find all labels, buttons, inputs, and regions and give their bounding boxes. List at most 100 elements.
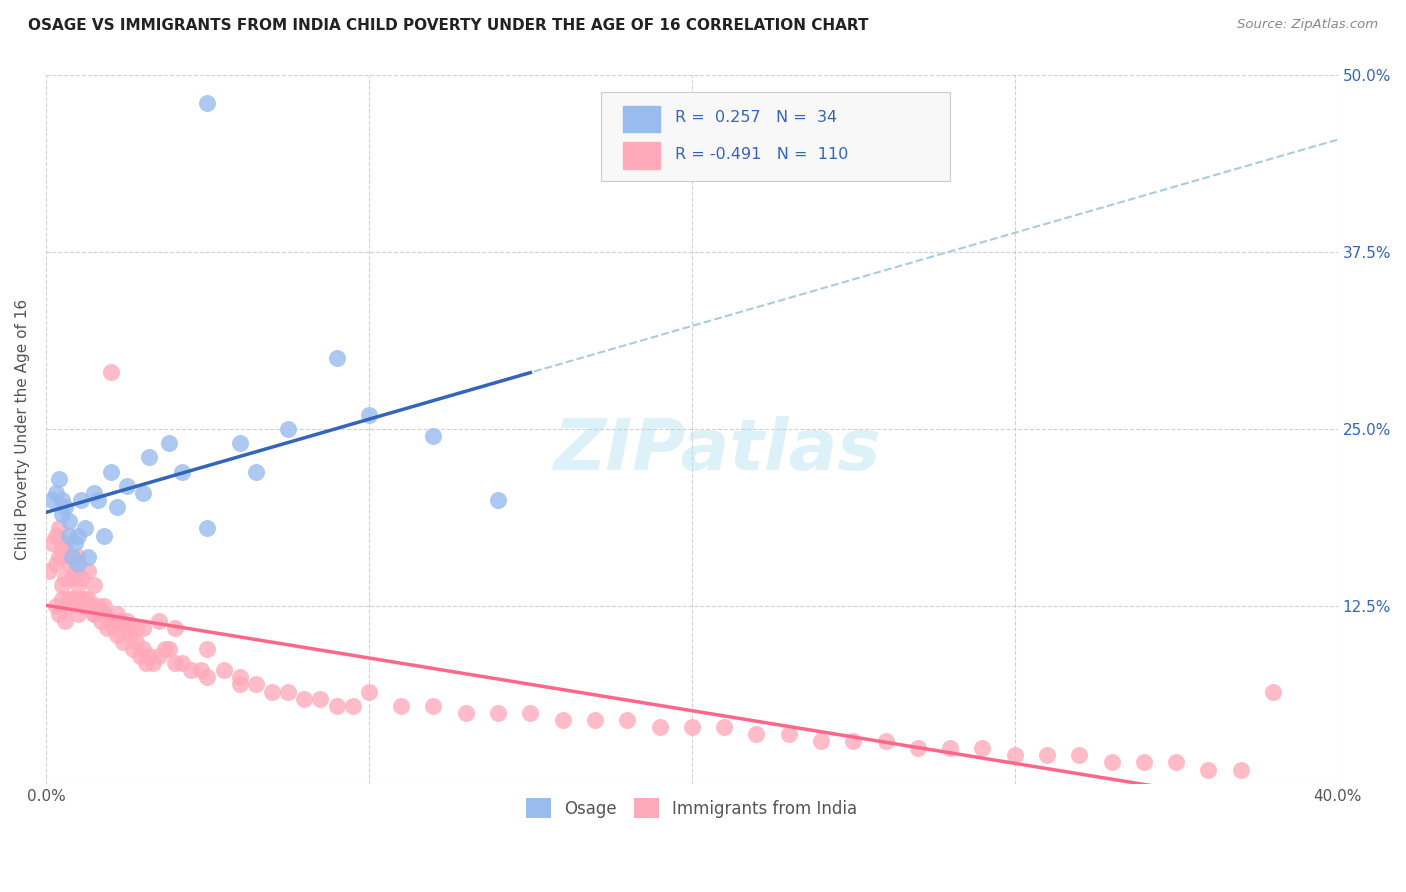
Point: [486, 493, 509, 508]
Point: [53, 535, 76, 549]
Point: [38, 564, 60, 578]
Point: [454, 706, 477, 720]
Point: [389, 698, 412, 713]
Point: [422, 698, 444, 713]
Point: [551, 713, 574, 727]
Point: [45, 486, 67, 500]
Point: [53, 500, 76, 515]
Point: [148, 614, 170, 628]
Point: [73, 521, 96, 535]
Point: [86, 493, 108, 508]
FancyBboxPatch shape: [602, 92, 950, 181]
Point: [180, 663, 202, 677]
Point: [93, 607, 115, 621]
Point: [90, 614, 112, 628]
Point: [67, 578, 90, 592]
Point: [83, 607, 105, 621]
Point: [58, 599, 80, 614]
Point: [713, 720, 735, 734]
Text: ZIPatlas: ZIPatlas: [554, 416, 882, 485]
Point: [583, 713, 606, 727]
Point: [51, 493, 73, 508]
Point: [228, 670, 250, 684]
Point: [155, 642, 177, 657]
Point: [132, 621, 155, 635]
Text: R =  0.257   N =  34: R = 0.257 N = 34: [675, 111, 837, 125]
Point: [1133, 756, 1156, 770]
Point: [197, 521, 219, 535]
Point: [170, 656, 193, 670]
Point: [972, 741, 994, 756]
Point: [112, 635, 135, 649]
Point: [41, 535, 63, 549]
Point: [103, 621, 125, 635]
Point: [58, 528, 80, 542]
Point: [86, 599, 108, 614]
Point: [342, 698, 364, 713]
Point: [93, 599, 115, 614]
Point: [41, 493, 63, 508]
Point: [67, 549, 90, 564]
Point: [1036, 748, 1059, 763]
Point: [648, 720, 671, 734]
Point: [118, 628, 141, 642]
Point: [245, 677, 267, 691]
Point: [125, 635, 148, 649]
Point: [810, 734, 832, 748]
Point: [73, 599, 96, 614]
Point: [907, 741, 929, 756]
Point: [128, 649, 150, 664]
Point: [157, 642, 180, 657]
Point: [67, 557, 90, 571]
Point: [165, 621, 187, 635]
Point: [48, 521, 70, 535]
Point: [1229, 763, 1251, 777]
Point: [77, 592, 100, 607]
Point: [58, 592, 80, 607]
Point: [190, 663, 212, 677]
Point: [48, 549, 70, 564]
Point: [83, 578, 105, 592]
Point: [100, 614, 122, 628]
Point: [63, 535, 86, 549]
Point: [100, 465, 122, 479]
Point: [70, 592, 93, 607]
Point: [745, 727, 768, 741]
Point: [1069, 748, 1091, 763]
Bar: [623, 142, 659, 169]
Point: [48, 472, 70, 486]
Point: [138, 450, 160, 465]
Point: [60, 549, 83, 564]
Point: [519, 706, 541, 720]
Point: [77, 549, 100, 564]
Point: [67, 528, 90, 542]
Point: [325, 351, 347, 366]
Point: [1198, 763, 1220, 777]
Point: [132, 642, 155, 657]
Point: [45, 557, 67, 571]
Point: [277, 422, 299, 436]
Point: [197, 95, 219, 110]
Point: [148, 649, 170, 664]
Point: [77, 564, 100, 578]
Text: R = -0.491   N =  110: R = -0.491 N = 110: [675, 147, 848, 162]
Point: [135, 656, 157, 670]
Point: [115, 614, 138, 628]
Point: [70, 571, 93, 585]
Point: [165, 656, 187, 670]
Point: [228, 677, 250, 691]
Point: [260, 684, 283, 698]
Point: [105, 500, 128, 515]
Point: [63, 592, 86, 607]
Point: [170, 465, 193, 479]
Point: [60, 571, 83, 585]
Point: [67, 607, 90, 621]
Point: [51, 578, 73, 592]
Point: [53, 571, 76, 585]
Point: [80, 599, 103, 614]
Point: [100, 365, 122, 379]
Point: [58, 557, 80, 571]
Point: [93, 528, 115, 542]
Point: [141, 656, 163, 670]
Point: [842, 734, 865, 748]
